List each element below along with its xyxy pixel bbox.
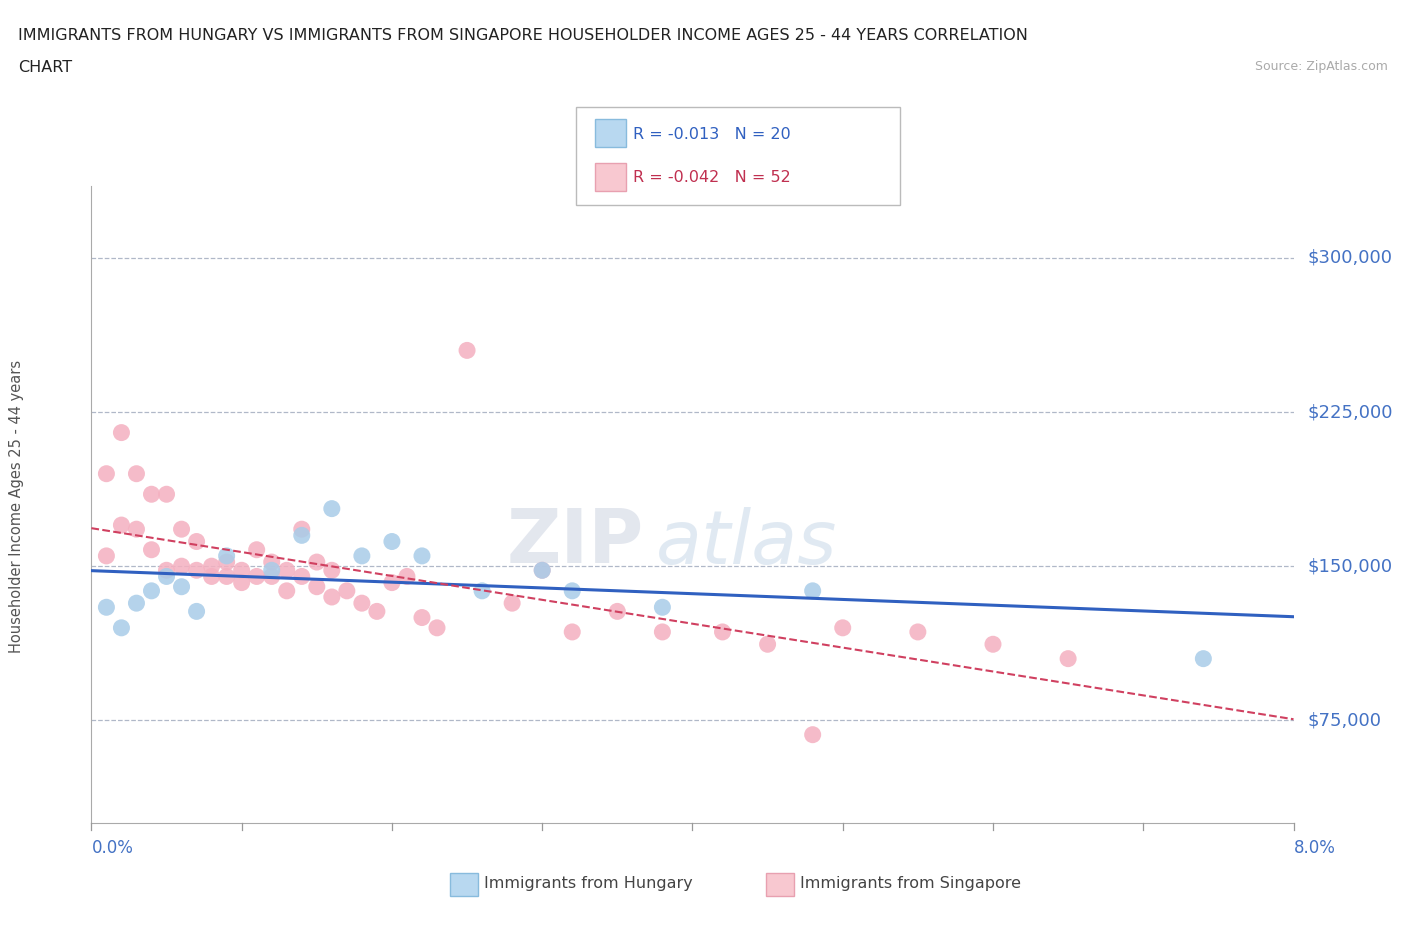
Point xyxy=(350,549,373,564)
Point xyxy=(110,518,132,533)
Point xyxy=(1057,651,1080,666)
Point xyxy=(561,625,583,640)
Point xyxy=(411,549,433,564)
Text: Source: ZipAtlas.com: Source: ZipAtlas.com xyxy=(1254,60,1388,73)
Point xyxy=(907,625,929,640)
Point xyxy=(141,486,163,501)
Point xyxy=(756,637,779,652)
Point xyxy=(170,579,193,594)
Text: 8.0%: 8.0% xyxy=(1294,839,1336,857)
Point xyxy=(381,534,404,549)
Point xyxy=(471,583,494,598)
Point xyxy=(141,542,163,557)
Text: Householder Income Ages 25 - 44 years: Householder Income Ages 25 - 44 years xyxy=(10,360,24,654)
Point xyxy=(981,637,1004,652)
Point xyxy=(231,575,253,590)
Point xyxy=(125,522,148,537)
Text: R = -0.042   N = 52: R = -0.042 N = 52 xyxy=(633,170,790,185)
Text: Immigrants from Singapore: Immigrants from Singapore xyxy=(800,876,1021,891)
Point xyxy=(201,559,224,574)
Text: $300,000: $300,000 xyxy=(1308,249,1392,267)
Point xyxy=(215,549,238,564)
Point xyxy=(501,596,523,611)
Point xyxy=(260,554,283,569)
Point xyxy=(561,583,583,598)
Point xyxy=(186,563,208,578)
Point xyxy=(125,596,148,611)
Point xyxy=(321,563,343,578)
Point xyxy=(276,583,298,598)
Point xyxy=(411,610,433,625)
Point xyxy=(110,620,132,635)
Point xyxy=(711,625,734,640)
Text: $150,000: $150,000 xyxy=(1308,557,1392,575)
Text: IMMIGRANTS FROM HUNGARY VS IMMIGRANTS FROM SINGAPORE HOUSEHOLDER INCOME AGES 25 : IMMIGRANTS FROM HUNGARY VS IMMIGRANTS FR… xyxy=(18,28,1028,43)
Point xyxy=(246,542,269,557)
Point xyxy=(260,569,283,584)
Point xyxy=(531,563,554,578)
Point xyxy=(215,569,238,584)
Point xyxy=(155,563,177,578)
Text: atlas: atlas xyxy=(657,507,838,578)
Point xyxy=(606,604,628,618)
Point xyxy=(651,625,673,640)
Point xyxy=(831,620,853,635)
Point xyxy=(350,596,373,611)
Point xyxy=(801,583,824,598)
Point xyxy=(456,343,478,358)
Point xyxy=(96,466,118,481)
Point xyxy=(291,522,314,537)
Text: CHART: CHART xyxy=(18,60,72,75)
Text: R = -0.013   N = 20: R = -0.013 N = 20 xyxy=(633,127,790,142)
Point xyxy=(276,563,298,578)
Point xyxy=(170,522,193,537)
Point xyxy=(96,549,118,564)
Text: $75,000: $75,000 xyxy=(1308,711,1382,729)
Point xyxy=(366,604,388,618)
Point xyxy=(260,563,283,578)
Point xyxy=(246,569,269,584)
Point xyxy=(336,583,359,598)
Point xyxy=(201,569,224,584)
Point xyxy=(155,569,177,584)
Point xyxy=(291,569,314,584)
Point xyxy=(186,534,208,549)
Point xyxy=(125,466,148,481)
Point xyxy=(305,579,328,594)
Point xyxy=(305,554,328,569)
Text: ZIP: ZIP xyxy=(508,506,644,579)
Point xyxy=(186,604,208,618)
Point xyxy=(801,727,824,742)
Text: Immigrants from Hungary: Immigrants from Hungary xyxy=(484,876,692,891)
Point xyxy=(155,486,177,501)
Point xyxy=(1192,651,1215,666)
Point xyxy=(215,554,238,569)
Point xyxy=(395,569,418,584)
Point xyxy=(651,600,673,615)
Point xyxy=(141,583,163,598)
Point xyxy=(531,563,554,578)
Point xyxy=(110,425,132,440)
Point xyxy=(321,501,343,516)
Point xyxy=(321,590,343,604)
Point xyxy=(381,575,404,590)
Point xyxy=(96,600,118,615)
Point xyxy=(291,528,314,543)
Point xyxy=(426,620,449,635)
Point xyxy=(170,559,193,574)
Text: $225,000: $225,000 xyxy=(1308,403,1393,421)
Point xyxy=(231,563,253,578)
Text: 0.0%: 0.0% xyxy=(91,839,134,857)
